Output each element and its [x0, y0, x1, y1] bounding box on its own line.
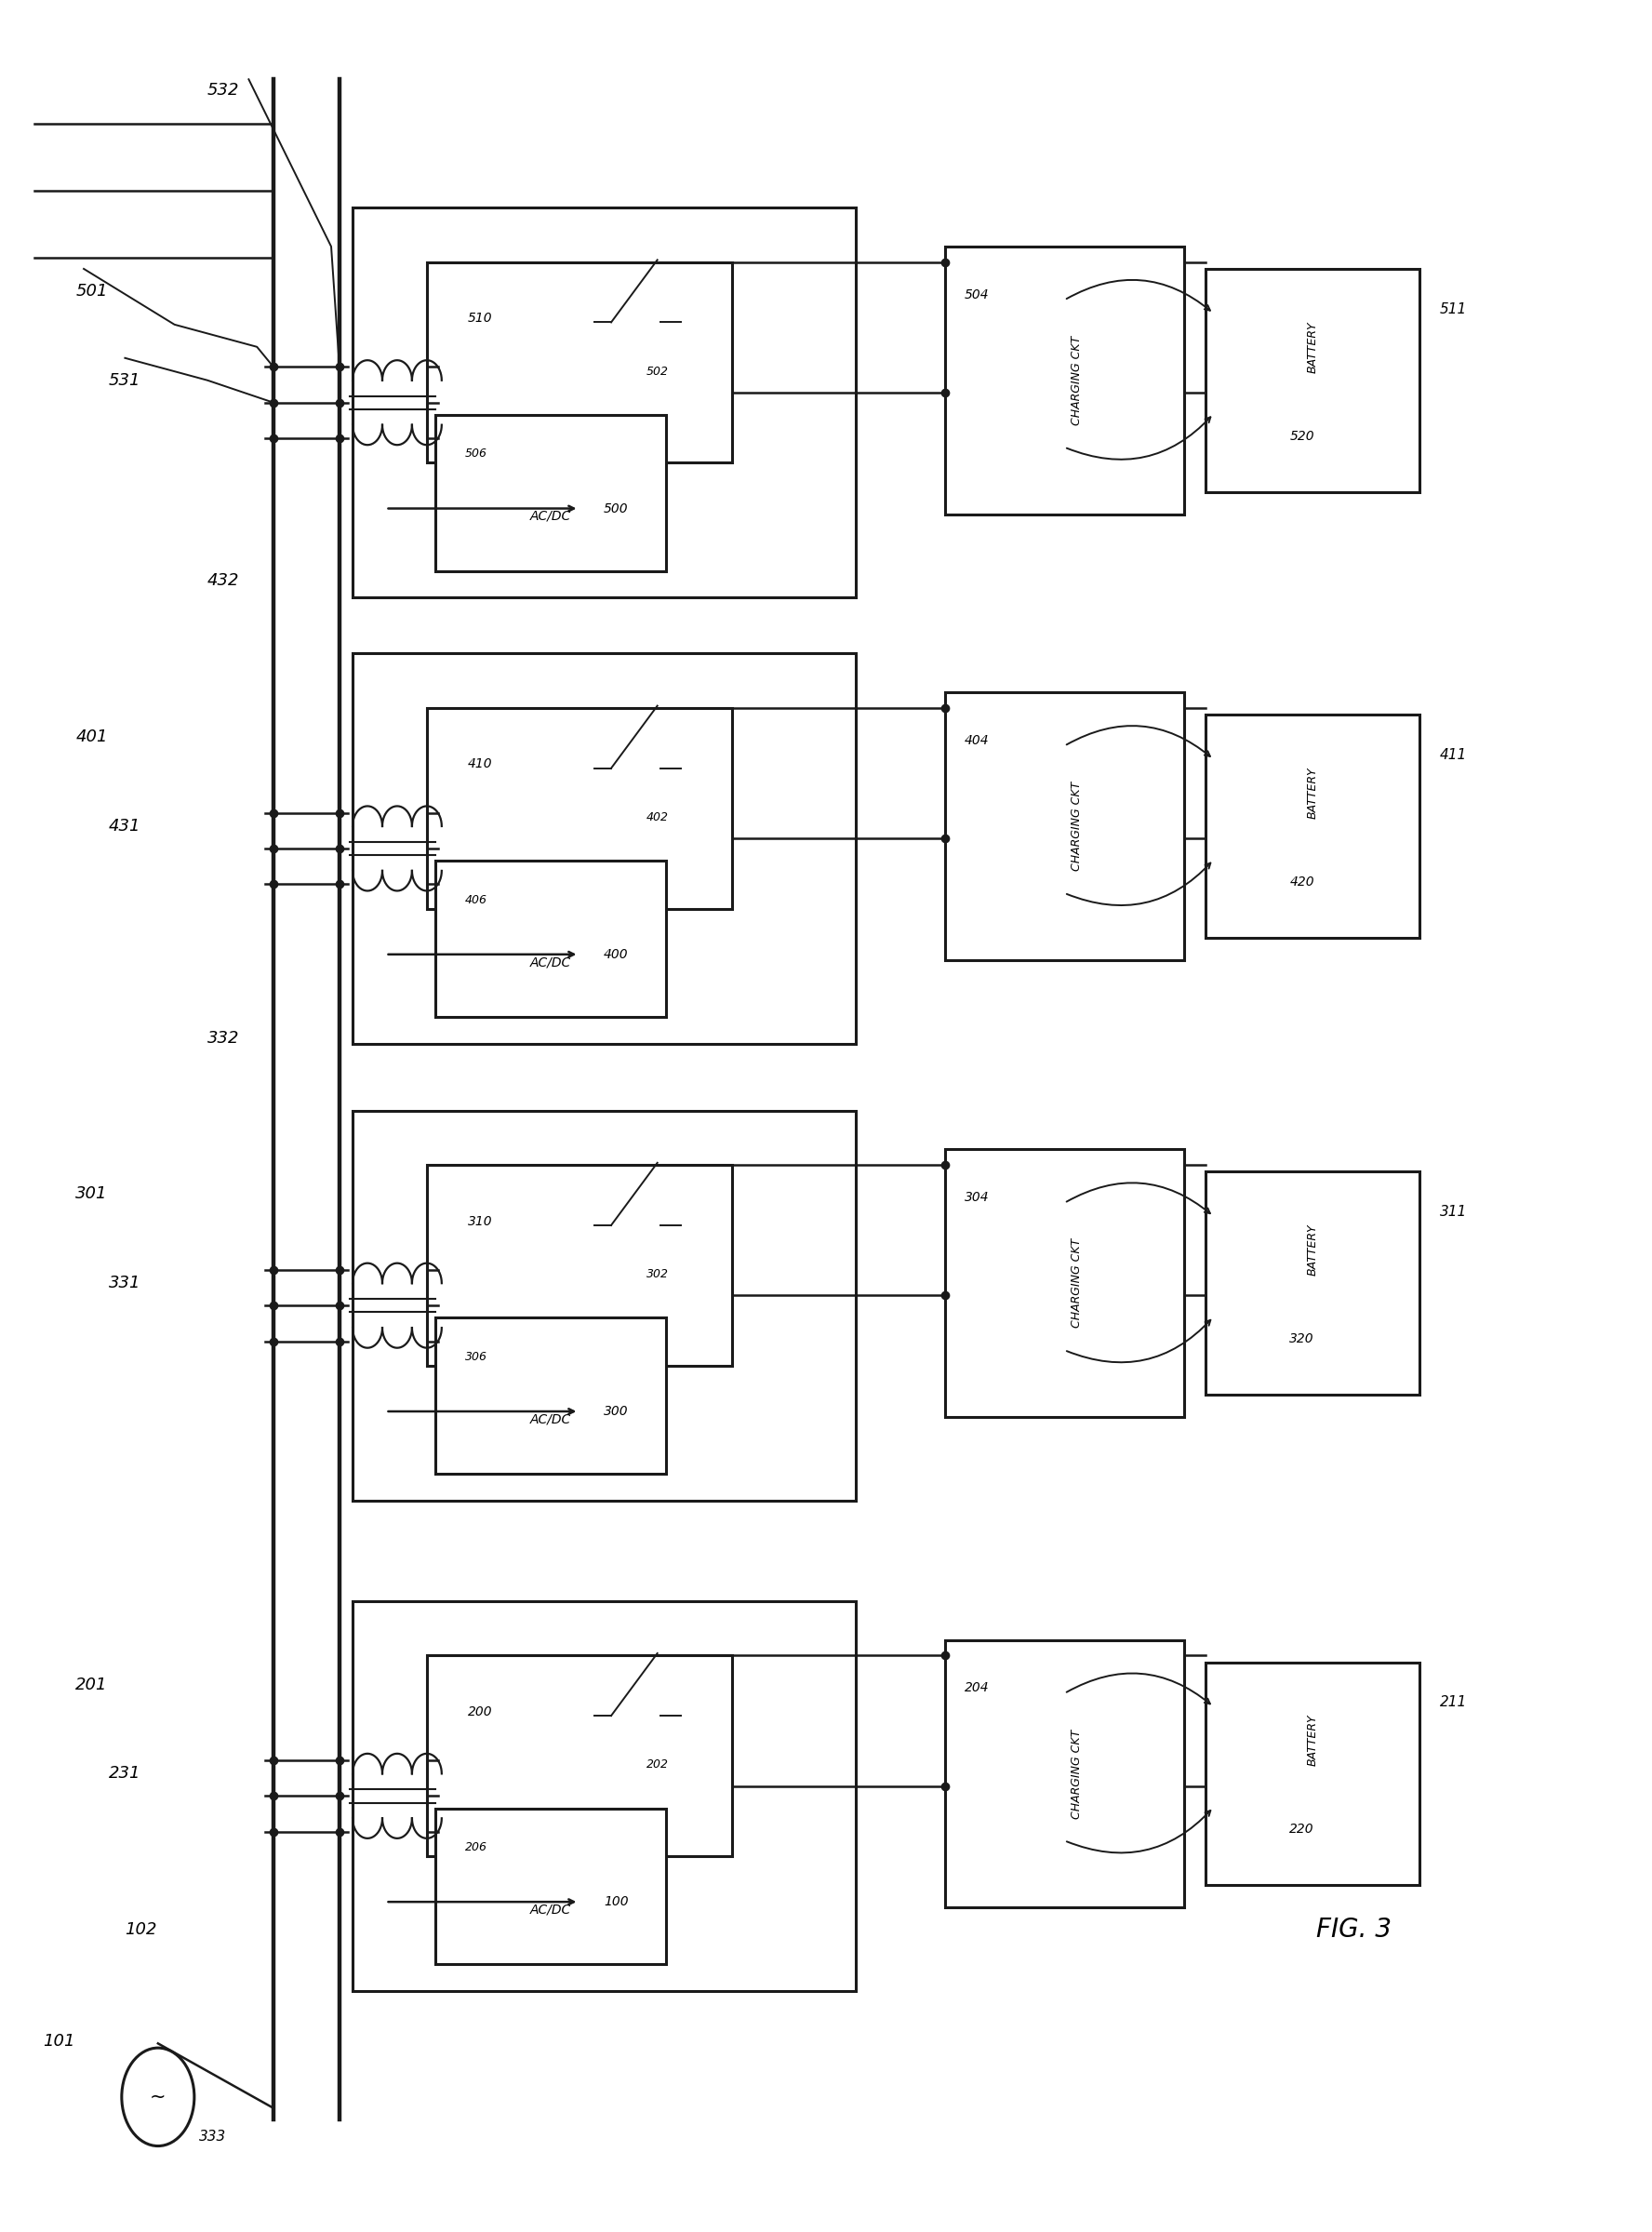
Text: 231: 231: [109, 1766, 140, 1781]
Text: BATTERY: BATTERY: [1307, 1223, 1318, 1277]
Text: 102: 102: [126, 1922, 157, 1937]
Text: 220: 220: [1290, 1824, 1315, 1837]
Text: 100: 100: [603, 1895, 628, 1908]
Bar: [352, 1600, 856, 1991]
Text: 404: 404: [965, 734, 990, 748]
Bar: [434, 1808, 666, 1964]
Text: AC/DC: AC/DC: [530, 1413, 572, 1426]
Bar: [426, 261, 732, 462]
Bar: [352, 654, 856, 1045]
Text: 332: 332: [208, 1029, 240, 1047]
Text: 331: 331: [109, 1274, 140, 1292]
Text: BATTERY: BATTERY: [1307, 1714, 1318, 1766]
Text: 520: 520: [1290, 429, 1315, 442]
Text: AC/DC: AC/DC: [530, 1904, 572, 1917]
Text: 204: 204: [965, 1681, 990, 1694]
Bar: [352, 1112, 856, 1500]
Text: 400: 400: [603, 949, 628, 962]
Text: 311: 311: [1439, 1205, 1467, 1219]
Text: BATTERY: BATTERY: [1307, 321, 1318, 373]
Text: CHARGING CKT: CHARGING CKT: [1070, 335, 1082, 424]
Text: 101: 101: [43, 2033, 74, 2049]
Bar: [945, 1641, 1184, 1908]
Text: 401: 401: [76, 728, 107, 745]
Text: 302: 302: [646, 1268, 669, 1281]
Bar: [426, 708, 732, 908]
Text: 410: 410: [468, 757, 492, 770]
Text: 320: 320: [1290, 1333, 1315, 1346]
Bar: [1206, 1663, 1419, 1886]
Text: 431: 431: [109, 817, 140, 835]
Bar: [1206, 714, 1419, 937]
Text: 306: 306: [464, 1350, 487, 1364]
Text: 310: 310: [468, 1214, 492, 1228]
Text: 211: 211: [1439, 1696, 1467, 1710]
Bar: [426, 1165, 732, 1366]
Text: CHARGING CKT: CHARGING CKT: [1070, 1730, 1082, 1819]
Text: 510: 510: [468, 312, 492, 326]
Text: 201: 201: [76, 1676, 107, 1692]
Text: 531: 531: [109, 373, 140, 388]
Text: 420: 420: [1290, 875, 1315, 888]
Text: CHARGING CKT: CHARGING CKT: [1070, 1239, 1082, 1328]
Text: 406: 406: [464, 893, 487, 906]
Text: AC/DC: AC/DC: [530, 955, 572, 969]
Text: 411: 411: [1439, 748, 1467, 761]
Bar: [945, 1149, 1184, 1417]
Text: 502: 502: [646, 366, 669, 377]
Bar: [945, 246, 1184, 513]
Text: 500: 500: [603, 502, 628, 516]
Text: BATTERY: BATTERY: [1307, 768, 1318, 819]
Text: 504: 504: [965, 288, 990, 301]
Text: CHARGING CKT: CHARGING CKT: [1070, 781, 1082, 870]
Bar: [352, 208, 856, 598]
Text: 304: 304: [965, 1192, 990, 1203]
Bar: [426, 1656, 732, 1857]
Text: 301: 301: [76, 1185, 107, 1203]
Text: FIG. 3: FIG. 3: [1317, 1917, 1391, 1942]
Text: 511: 511: [1439, 301, 1467, 317]
Text: 501: 501: [76, 283, 107, 299]
Bar: [945, 692, 1184, 960]
Text: 432: 432: [208, 574, 240, 589]
Text: AC/DC: AC/DC: [530, 509, 572, 522]
Text: 202: 202: [646, 1759, 669, 1770]
Text: 532: 532: [208, 83, 240, 98]
Text: 200: 200: [468, 1705, 492, 1719]
Text: 333: 333: [200, 2129, 226, 2145]
Bar: [1206, 1172, 1419, 1395]
Bar: [434, 1317, 666, 1473]
Text: ~: ~: [150, 2087, 167, 2107]
Bar: [1206, 268, 1419, 491]
Bar: [434, 862, 666, 1018]
Text: 300: 300: [603, 1404, 628, 1417]
Bar: [434, 415, 666, 571]
Text: 402: 402: [646, 810, 669, 824]
Text: 206: 206: [464, 1841, 487, 1853]
Text: 506: 506: [464, 449, 487, 460]
